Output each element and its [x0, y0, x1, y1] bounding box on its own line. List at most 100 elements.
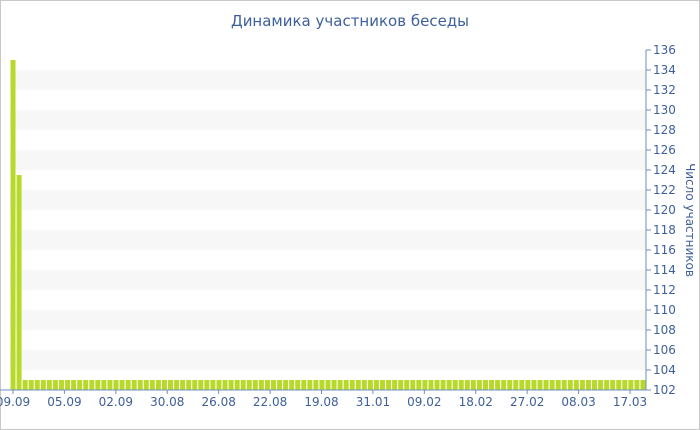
bar: [228, 380, 234, 390]
grid-band: [10, 230, 646, 250]
y-tick-label: 126: [653, 143, 676, 157]
bar: [240, 380, 246, 390]
grid-band: [10, 150, 646, 170]
bar: [337, 380, 343, 390]
bar: [331, 380, 337, 390]
bar: [579, 380, 585, 390]
x-tick-label: 09.02: [407, 395, 441, 409]
y-tick-label: 102: [653, 383, 676, 397]
y-tick-label: 130: [653, 103, 676, 117]
bar: [295, 380, 301, 390]
bar: [355, 380, 361, 390]
bar: [567, 380, 573, 390]
bar: [210, 380, 216, 390]
bar: [125, 380, 131, 390]
bar: [34, 380, 40, 390]
bar: [22, 380, 28, 390]
y-tick-label: 112: [653, 283, 676, 297]
bar: [537, 380, 543, 390]
x-tick-label: 31.01: [356, 395, 390, 409]
bar: [422, 380, 428, 390]
bar: [234, 380, 240, 390]
bar: [301, 380, 307, 390]
y-tick-label: 120: [653, 203, 676, 217]
bar: [561, 380, 567, 390]
bar: [531, 380, 537, 390]
bar: [495, 380, 501, 390]
bar: [349, 380, 355, 390]
x-tick-label: 27.02: [510, 395, 544, 409]
bar: [65, 380, 71, 390]
chart-title: Динамика участников беседы: [230, 12, 470, 30]
bar: [131, 380, 137, 390]
bar: [622, 380, 628, 390]
bar: [246, 380, 252, 390]
bar: [416, 380, 422, 390]
bar: [198, 380, 204, 390]
x-tick-label: 22.08: [253, 395, 287, 409]
bar: [555, 380, 561, 390]
bar: [507, 380, 513, 390]
y-tick-label: 122: [653, 183, 676, 197]
bar: [470, 380, 476, 390]
bar: [40, 380, 46, 390]
grid-band: [10, 310, 646, 330]
bar: [83, 380, 89, 390]
bar: [95, 380, 101, 390]
grid-band: [10, 190, 646, 210]
bar: [113, 380, 119, 390]
bar: [458, 380, 464, 390]
bar: [204, 380, 210, 390]
y-tick-label: 108: [653, 323, 676, 337]
bar: [313, 380, 319, 390]
y-tick-label: 104: [653, 363, 676, 377]
x-tick-label: 17.03: [613, 395, 647, 409]
bar: [252, 380, 258, 390]
bar: [277, 380, 283, 390]
bar: [258, 380, 264, 390]
bar: [392, 380, 398, 390]
bar: [216, 380, 222, 390]
bar: [367, 380, 373, 390]
bar: [404, 380, 410, 390]
bar: [28, 380, 34, 390]
bar: [101, 380, 107, 390]
bar: [52, 380, 58, 390]
bar: [143, 380, 149, 390]
bar: [610, 380, 616, 390]
bar: [46, 380, 52, 390]
bar: [10, 60, 16, 390]
bar: [319, 380, 325, 390]
bar: [119, 380, 125, 390]
x-tick-label: 02.09: [99, 395, 133, 409]
bar: [307, 380, 313, 390]
bar: [398, 380, 404, 390]
x-tick-label: 09.09: [0, 395, 30, 409]
x-tick-label: 19.08: [304, 395, 338, 409]
bar: [483, 380, 488, 390]
bar: [149, 380, 155, 390]
bar: [373, 380, 379, 390]
bar: [604, 380, 610, 390]
bar: [380, 380, 385, 390]
bar: [598, 380, 604, 390]
x-tick-label: 26.08: [201, 395, 235, 409]
y-tick-label: 110: [653, 303, 676, 317]
grid-band: [10, 70, 646, 90]
bar: [543, 380, 549, 390]
y-tick-label: 116: [653, 243, 676, 257]
x-tick-label: 30.08: [150, 395, 184, 409]
bar: [386, 380, 392, 390]
bar: [361, 380, 367, 390]
bar: [192, 380, 198, 390]
bar: [222, 380, 228, 390]
bar: [464, 380, 470, 390]
bar: [174, 380, 180, 390]
bar: [592, 380, 597, 390]
bar: [59, 380, 64, 390]
bar: [616, 380, 622, 390]
bar: [89, 380, 95, 390]
bar: [428, 380, 434, 390]
bar: [525, 380, 531, 390]
